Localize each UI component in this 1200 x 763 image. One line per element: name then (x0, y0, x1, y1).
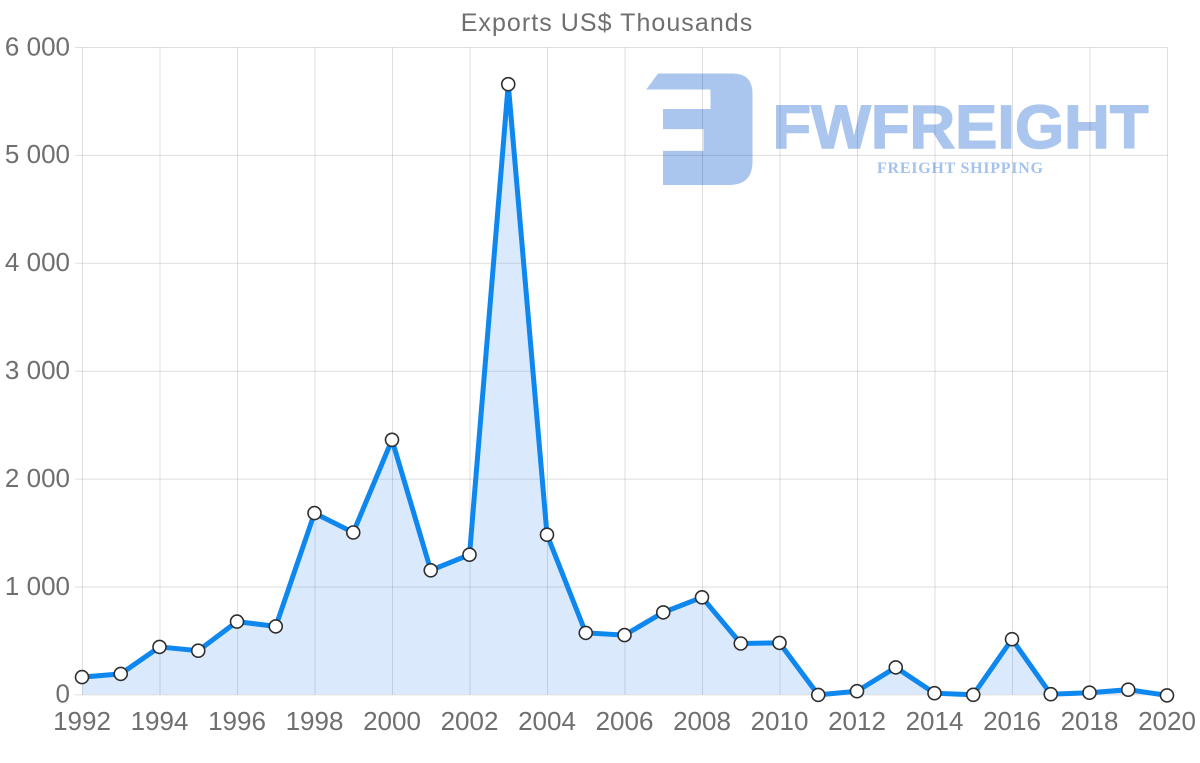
svg-text:2020: 2020 (1138, 706, 1196, 736)
svg-text:0: 0 (56, 679, 70, 709)
svg-text:2008: 2008 (673, 706, 731, 736)
svg-text:FREIGHT SHIPPING: FREIGHT SHIPPING (877, 160, 1045, 177)
svg-text:2018: 2018 (1061, 706, 1119, 736)
svg-text:2004: 2004 (518, 706, 576, 736)
svg-text:5 000: 5 000 (5, 139, 70, 169)
svg-text:2002: 2002 (441, 706, 499, 736)
svg-text:4 000: 4 000 (5, 247, 70, 277)
svg-text:1994: 1994 (131, 706, 189, 736)
svg-text:2010: 2010 (751, 706, 809, 736)
svg-text:3 000: 3 000 (5, 355, 70, 385)
svg-text:Exports US$ Thousands: Exports US$ Thousands (461, 9, 754, 37)
svg-text:2006: 2006 (596, 706, 654, 736)
svg-text:1996: 1996 (208, 706, 266, 736)
svg-text:FWFREIGHT: FWFREIGHT (773, 93, 1149, 161)
svg-text:1 000: 1 000 (5, 571, 70, 601)
svg-text:1998: 1998 (286, 706, 344, 736)
svg-text:2016: 2016 (983, 706, 1041, 736)
svg-text:2012: 2012 (828, 706, 886, 736)
svg-text:6 000: 6 000 (5, 31, 70, 61)
svg-text:2014: 2014 (906, 706, 964, 736)
svg-text:2 000: 2 000 (5, 463, 70, 493)
svg-text:2000: 2000 (363, 706, 421, 736)
svg-text:1992: 1992 (53, 706, 111, 736)
